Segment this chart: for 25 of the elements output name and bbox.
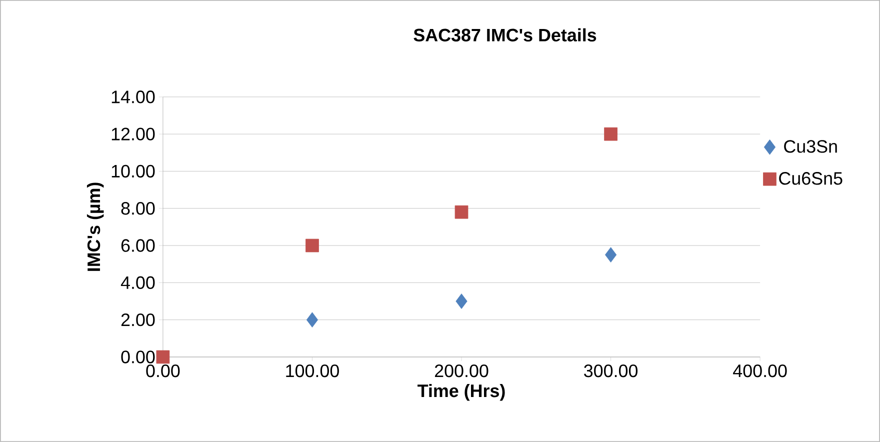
point bbox=[454, 205, 468, 219]
y-tick-label: 6.00 bbox=[121, 239, 155, 252]
x-tick-label: 400.00 bbox=[733, 364, 787, 378]
y-tick-label: 8.00 bbox=[121, 202, 155, 215]
y-tick-label: 0.00 bbox=[121, 350, 155, 364]
y-axis-title: IMC's (µm) bbox=[86, 182, 104, 271]
x-tick-label: 0.00 bbox=[146, 364, 180, 378]
legend-label: Cu6Sn5 bbox=[779, 172, 842, 185]
point bbox=[306, 312, 318, 328]
point bbox=[604, 127, 618, 141]
y-tick-label: 2.00 bbox=[121, 314, 155, 326]
point bbox=[604, 247, 617, 263]
point bbox=[306, 238, 319, 252]
legend-label: Cu3Sn bbox=[784, 140, 837, 153]
chart-title: SAC387 IMC's Details bbox=[414, 28, 596, 42]
point bbox=[456, 294, 468, 309]
y-tick-label: 14.00 bbox=[112, 90, 155, 104]
y-tick-label: 12.00 bbox=[112, 128, 155, 140]
x-tick-label: 200.00 bbox=[434, 364, 488, 378]
y-tick-label: 4.00 bbox=[120, 276, 155, 290]
y-tick-label: 10.00 bbox=[112, 164, 155, 178]
point bbox=[156, 350, 170, 364]
x-tick-label: 100.00 bbox=[286, 364, 339, 378]
x-axis-title: Time (Hrs) bbox=[418, 384, 505, 401]
x-tick-label: 300.00 bbox=[584, 364, 638, 378]
